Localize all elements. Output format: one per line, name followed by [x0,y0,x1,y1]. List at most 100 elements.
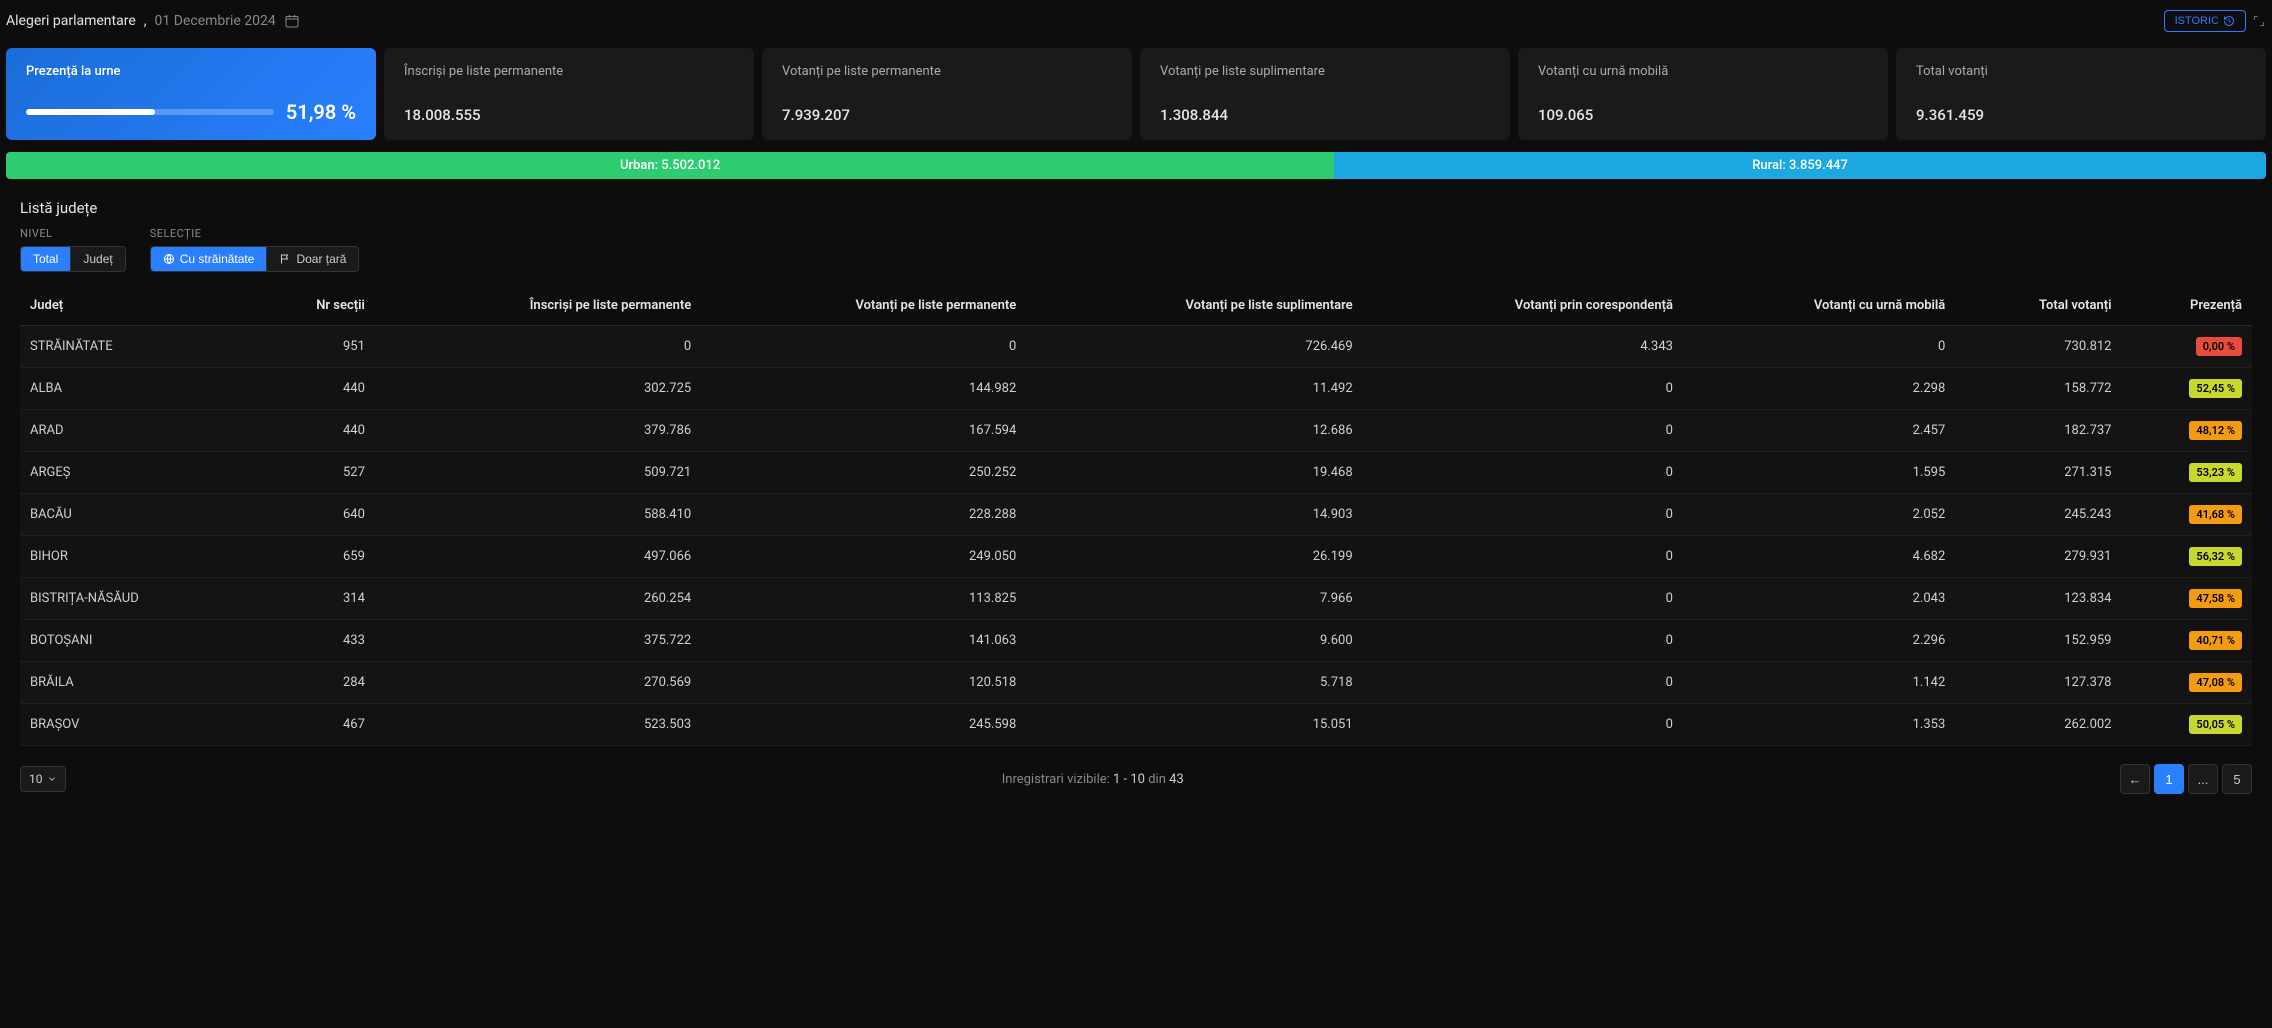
filter-nivel-buttons: Total Județ [20,246,126,272]
filter-selectie-cu[interactable]: Cu străinătate [151,247,267,271]
header-right: ISTORIC [2164,10,2266,32]
table-cell: 249.050 [701,536,1026,578]
table-cell: 0 [1363,410,1683,452]
col-header[interactable]: Înscriși pe liste permanente [375,286,701,326]
table-row[interactable]: ALBA440302.725144.98211.49202.298158.772… [20,368,2252,410]
table-cell-prezenta: 0,00 % [2121,326,2252,368]
table-cell: BOTOȘANI [20,620,251,662]
table-row[interactable]: BRAȘOV467523.503245.59815.05101.353262.0… [20,704,2252,746]
calendar-icon[interactable] [284,13,300,29]
pager-page-1[interactable]: 1 [2154,764,2184,794]
table-cell: 250.252 [701,452,1026,494]
expand-icon[interactable] [2252,14,2266,28]
table-cell: 270.569 [375,662,701,704]
table-cell: 726.469 [1026,326,1362,368]
col-header[interactable]: Votanți cu urnă mobilă [1683,286,1955,326]
table-cell: 4.343 [1363,326,1683,368]
table-cell: 640 [251,494,374,536]
card-votmobil[interactable]: Votanți cu urnă mobilă 109.065 [1518,48,1888,140]
card-turnout[interactable]: Prezență la urne 51,98 % [6,48,376,140]
table-row[interactable]: BACĂU640588.410228.28814.90302.052245.24… [20,494,2252,536]
table-cell: 0 [1363,620,1683,662]
page-date: 01 Decembrie 2024 [155,13,276,29]
card-inscrisi[interactable]: Înscriși pe liste permanente 18.008.555 [384,48,754,140]
card-votsupl[interactable]: Votanți pe liste suplimentare 1.308.844 [1140,48,1510,140]
table-row[interactable]: STRĂINĂTATE95100726.4694.3430730.8120,00… [20,326,2252,368]
prezenta-badge: 56,32 % [2189,547,2242,566]
table-cell: 0 [1683,326,1955,368]
card-vottotal[interactable]: Total votanți 9.361.459 [1896,48,2266,140]
card-vottotal-label: Total votanți [1916,64,2246,79]
table-row[interactable]: BRĂILA284270.569120.5185.71801.142127.37… [20,662,2252,704]
table-cell: 123.834 [1955,578,2121,620]
table-cell: 379.786 [375,410,701,452]
table-cell: ARGEȘ [20,452,251,494]
table-row[interactable]: ARGEȘ527509.721250.25219.46801.595271.31… [20,452,2252,494]
table-cell: 4.682 [1683,536,1955,578]
table-body: STRĂINĂTATE95100726.4694.3430730.8120,00… [20,326,2252,746]
card-votmobil-value: 109.065 [1538,106,1868,124]
table-cell: BACĂU [20,494,251,536]
table-cell: 0 [1363,536,1683,578]
table-cell: 2.052 [1683,494,1955,536]
table-row[interactable]: BOTOȘANI433375.722141.0639.60002.296152.… [20,620,2252,662]
table-cell: BIHOR [20,536,251,578]
col-header[interactable]: Prezență [2121,286,2252,326]
card-inscrisi-label: Înscriși pe liste permanente [404,64,734,79]
pager-info: Inregistrari vizibile: 1 - 10 din 43 [1002,772,1184,787]
filter-selectie-label: SELECȚIE [150,227,360,240]
col-header[interactable]: Total votanți [1955,286,2121,326]
pager-ellipsis[interactable]: ... [2188,764,2218,794]
table-row[interactable]: ARAD440379.786167.59412.68602.457182.737… [20,410,2252,452]
filter-nivel: NIVEL Total Județ [20,227,126,272]
table-cell: 26.199 [1026,536,1362,578]
table-cell: BRĂILA [20,662,251,704]
table-cell: 440 [251,368,374,410]
filter-nivel-judet[interactable]: Județ [70,247,124,271]
history-icon [2223,15,2235,27]
filters: NIVEL Total Județ SELECȚIE Cu străinătat… [0,227,2272,286]
table-cell: BISTRIȚA-NĂSĂUD [20,578,251,620]
pager-page-5[interactable]: 5 [2222,764,2252,794]
table-row[interactable]: BISTRIȚA-NĂSĂUD314260.254113.8257.96602.… [20,578,2252,620]
table-cell: 0 [375,326,701,368]
istoric-label: ISTORIC [2175,15,2219,27]
table-cell: 951 [251,326,374,368]
card-turnout-value: 51,98 % [286,100,356,124]
turnout-progress-fill [26,109,155,115]
pager-prev[interactable]: ← [2120,764,2150,794]
table-cell: 279.931 [1955,536,2121,578]
filter-selectie-doar[interactable]: Doar țară [266,247,358,271]
table-cell: 144.982 [701,368,1026,410]
istoric-button[interactable]: ISTORIC [2164,10,2246,32]
counties-table: JudețNr secțiiÎnscriși pe liste permanen… [20,286,2252,746]
table-cell: 284 [251,662,374,704]
table-cell: 0 [1363,578,1683,620]
col-header[interactable]: Votanți pe liste permanente [701,286,1026,326]
col-header[interactable]: Votanți prin corespondență [1363,286,1683,326]
col-header[interactable]: Votanți pe liste suplimentare [1026,286,1362,326]
table-cell: 19.468 [1026,452,1362,494]
prezenta-badge: 50,05 % [2189,715,2242,734]
table-cell: 0 [1363,704,1683,746]
table-row[interactable]: BIHOR659497.066249.05026.19904.682279.93… [20,536,2252,578]
page-size-select[interactable]: 10 [20,766,66,792]
table-cell: ALBA [20,368,251,410]
table-cell: 375.722 [375,620,701,662]
table-cell-prezenta: 50,05 % [2121,704,2252,746]
table-cell: 0 [1363,368,1683,410]
table-cell: 12.686 [1026,410,1362,452]
table-head: JudețNr secțiiÎnscriși pe liste permanen… [20,286,2252,326]
table-cell: 120.518 [701,662,1026,704]
pager: 10 Inregistrari vizibile: 1 - 10 din 43 … [0,746,2272,812]
table-cell: 15.051 [1026,704,1362,746]
card-votperm[interactable]: Votanți pe liste permanente 7.939.207 [762,48,1132,140]
prezenta-badge: 47,08 % [2189,673,2242,692]
card-inscrisi-value: 18.008.555 [404,106,734,124]
filter-nivel-total[interactable]: Total [21,247,70,271]
globe-icon [163,253,175,265]
header-left: Alegeri parlamentare, 01 Decembrie 2024 [6,13,300,29]
col-header[interactable]: Nr secții [251,286,374,326]
table-cell: 730.812 [1955,326,2121,368]
col-header[interactable]: Județ [20,286,251,326]
